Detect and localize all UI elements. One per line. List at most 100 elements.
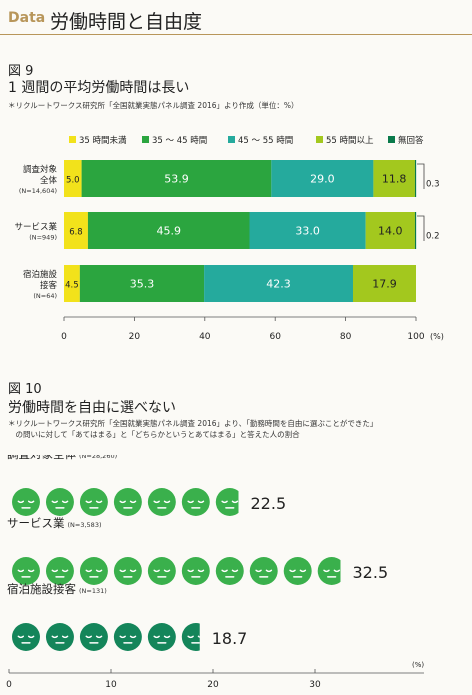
category-label: サービス業 bbox=[14, 222, 57, 233]
face-icon-eye bbox=[17, 635, 25, 639]
fig10-label: 図 10 bbox=[8, 382, 42, 397]
face-icon-eye bbox=[85, 500, 92, 504]
data-label: 53.9 bbox=[164, 173, 189, 186]
callout-line bbox=[417, 215, 425, 241]
stacked-bar-chart: 35 時間未満 35 ～ 45 時間 45 ～ 55 時間 55 時間以上 無回答調査対… bbox=[14, 135, 444, 342]
data-label: 17.9 bbox=[372, 278, 397, 291]
face-icon-body bbox=[181, 488, 210, 516]
face-icon-body bbox=[249, 557, 278, 585]
data-label: 29.0 bbox=[310, 173, 335, 186]
legend-label-4: 55 時間以上 bbox=[326, 136, 374, 146]
x-tick-label: 40 bbox=[199, 332, 211, 342]
face-icon-eye bbox=[85, 569, 92, 573]
face-icon-eye bbox=[27, 635, 35, 639]
category-n: (N=28,260) bbox=[79, 455, 117, 460]
face-icon-eye bbox=[51, 635, 58, 639]
data-label: 6.8 bbox=[69, 228, 83, 238]
x-tick-label: 100 bbox=[407, 332, 424, 342]
face-icon-body bbox=[147, 623, 176, 651]
legend-swatch-1 bbox=[69, 136, 76, 143]
legend-label-5: 無回答 bbox=[398, 135, 424, 146]
face-icon-eye bbox=[27, 569, 35, 573]
legend-label-2: 35 ～ 45 時間 bbox=[152, 136, 207, 146]
bar-segment bbox=[64, 160, 82, 197]
x-unit-label: (%) bbox=[430, 332, 444, 341]
bar-segment bbox=[204, 265, 353, 302]
face-icon-body bbox=[113, 623, 142, 651]
face-icon-eye bbox=[119, 500, 126, 504]
category-label: 宿泊施設接客 bbox=[7, 582, 76, 596]
header-rule bbox=[0, 34, 472, 35]
face-icon-body bbox=[113, 557, 142, 585]
legend-swatch-3 bbox=[228, 136, 235, 143]
face-icon-eye bbox=[61, 635, 69, 639]
category-n: (N=64) bbox=[33, 292, 57, 300]
face-icon-eye bbox=[129, 635, 137, 639]
category-label: 全体 bbox=[40, 175, 58, 186]
bar-segment bbox=[79, 265, 205, 302]
x-tick-label: 30 bbox=[309, 680, 321, 690]
face-icon-body bbox=[12, 623, 40, 651]
data-label: 32.5 bbox=[353, 563, 389, 582]
data-label: 35.3 bbox=[130, 278, 155, 291]
legend-swatch-2 bbox=[142, 136, 149, 143]
face-icon-eye bbox=[85, 635, 92, 639]
face-icon-body bbox=[79, 488, 108, 516]
category-label: 調査対象 bbox=[23, 164, 58, 175]
x-unit-label: (%) bbox=[412, 661, 424, 669]
face-icon-body bbox=[181, 557, 210, 585]
fig9-note: ＊リクルートワークス研究所「全国就業実態パネル調査 2016」より作成（単位：%… bbox=[8, 101, 299, 110]
bar-segment bbox=[365, 212, 415, 249]
face-icon-body bbox=[283, 557, 312, 585]
face-icon-eye bbox=[51, 500, 58, 504]
face-icon-eye bbox=[61, 500, 69, 504]
x-tick-label: 0 bbox=[6, 680, 12, 690]
face-icon-body bbox=[215, 488, 239, 516]
face-icon-body bbox=[147, 557, 176, 585]
x-tick-label: 0 bbox=[61, 332, 67, 342]
data-label: 4.5 bbox=[65, 281, 79, 291]
face-icon-eye bbox=[129, 569, 137, 573]
data-label: 14.0 bbox=[378, 225, 403, 238]
face-icon-eye bbox=[265, 569, 273, 573]
face-icon-eye bbox=[187, 500, 194, 504]
face-icon-eye bbox=[163, 635, 171, 639]
category-label: 宿泊施設 bbox=[23, 269, 58, 280]
face-icon-body bbox=[79, 623, 108, 651]
face-icon-eye bbox=[197, 500, 205, 504]
face-icon-eye bbox=[153, 635, 160, 639]
face-icon-eye bbox=[61, 569, 69, 573]
face-icon-eye bbox=[231, 569, 239, 573]
face-icon-eye bbox=[95, 635, 103, 639]
bar-segment bbox=[64, 212, 88, 249]
face-icon-eye bbox=[27, 500, 35, 504]
face-icon-body bbox=[215, 557, 244, 585]
face-icon-eye bbox=[119, 569, 126, 573]
face-icon-eye bbox=[95, 569, 103, 573]
data-label: 5.0 bbox=[66, 176, 80, 186]
page-title: 労働時間と自由度 bbox=[50, 11, 203, 33]
face-icon-body bbox=[317, 557, 341, 585]
bar-segment bbox=[271, 160, 374, 197]
face-icon-eye bbox=[17, 500, 25, 504]
face-icon-eye bbox=[221, 500, 228, 504]
face-icon-eye bbox=[231, 500, 239, 504]
face-icon-eye bbox=[197, 635, 200, 638]
legend-label-1: 35 時間未満 bbox=[79, 135, 127, 146]
face-icon-eye bbox=[153, 569, 160, 573]
category-label: サービス業 bbox=[7, 516, 65, 530]
face-icon-eye bbox=[333, 569, 341, 573]
face-row bbox=[12, 557, 341, 585]
bar-segment bbox=[87, 212, 250, 249]
face-icon-eye bbox=[51, 569, 58, 573]
fig10-note-line1: ＊リクルートワークス研究所「全国就業実態パネル調査 2016」より、「勤務時間を… bbox=[8, 419, 378, 428]
fig10-title: 労働時間を自由に選べない bbox=[8, 400, 176, 416]
face-icon-eye bbox=[255, 569, 262, 573]
x-tick-label: 60 bbox=[269, 332, 281, 342]
face-row bbox=[12, 488, 239, 516]
data-label: 11.8 bbox=[382, 173, 407, 186]
face-icon-body bbox=[181, 623, 200, 651]
legend-swatch-4 bbox=[316, 136, 323, 143]
